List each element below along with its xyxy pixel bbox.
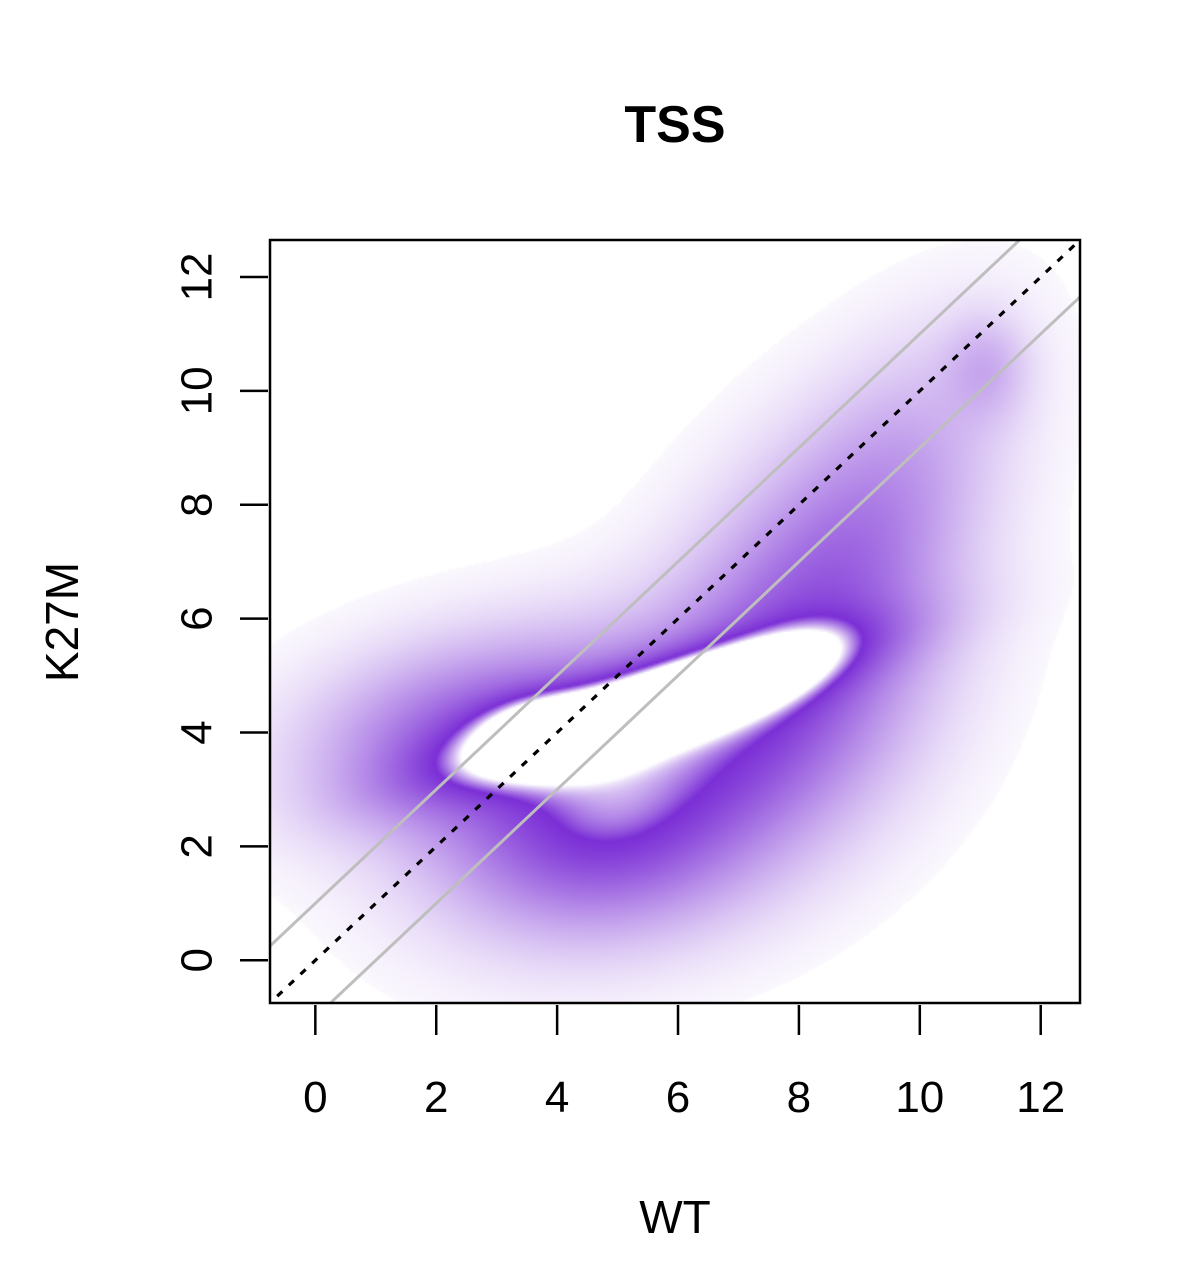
y-tick-label: 10: [173, 366, 222, 415]
x-tick-label: 2: [424, 1073, 448, 1122]
y-axis: 0 2 4 6 8 10 12: [173, 253, 268, 973]
x-tick-label: 12: [1016, 1073, 1065, 1122]
x-axis: 0 2 4 6 8 10 12: [303, 1005, 1065, 1122]
reference-lines: [270, 240, 1080, 1003]
y-tick-label: 4: [173, 720, 222, 744]
chart-title: TSS: [624, 96, 725, 154]
reference-line-lower: [328, 294, 1080, 1003]
x-axis-label: WT: [639, 1191, 711, 1243]
x-tick-label: 10: [895, 1073, 944, 1122]
reference-line-identity: [270, 240, 1080, 1003]
reference-line-upper: [270, 240, 1022, 949]
y-tick-label: 0: [173, 948, 222, 972]
x-tick-label: 4: [545, 1073, 569, 1122]
plot-frame: [268, 238, 1082, 1005]
y-axis-label: K27M: [36, 562, 88, 682]
x-tick-label: 6: [666, 1073, 690, 1122]
x-tick-label: 0: [303, 1073, 327, 1122]
x-tick-label: 8: [787, 1073, 811, 1122]
y-tick-label: 12: [173, 253, 222, 302]
y-tick-label: 2: [173, 834, 222, 858]
y-tick-label: 8: [173, 493, 222, 517]
y-tick-label: 6: [173, 606, 222, 630]
